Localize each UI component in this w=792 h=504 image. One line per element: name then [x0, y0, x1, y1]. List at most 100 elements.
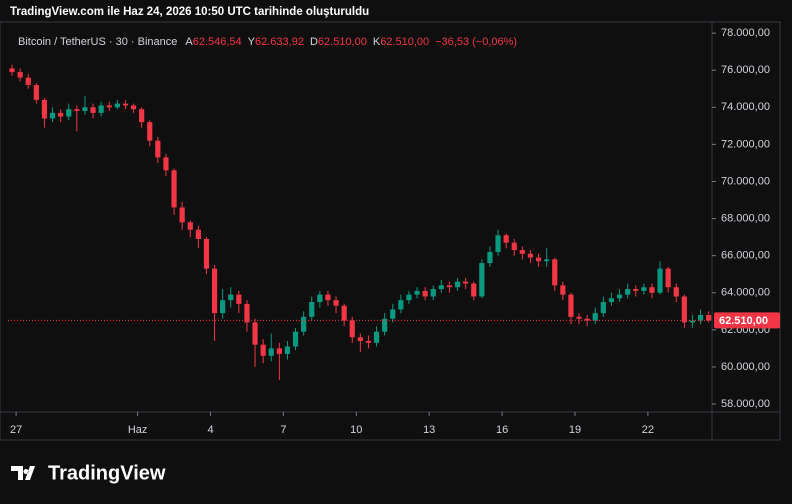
candle-body [155, 140, 161, 158]
candle-body [284, 346, 291, 354]
candle-body [292, 331, 299, 347]
candle-body [114, 103, 120, 108]
candle-body [527, 253, 534, 258]
candle-body [438, 285, 444, 290]
candle-body [373, 331, 380, 343]
candle-body [260, 344, 266, 356]
candle-body [33, 85, 39, 100]
candle-body [49, 112, 56, 119]
candle-body [544, 259, 550, 262]
candle-body [203, 238, 210, 269]
candle-body [689, 320, 696, 323]
candle-body [446, 285, 453, 288]
candle-body [616, 294, 623, 299]
x-tick-label: 13 [423, 424, 435, 436]
candle-body [9, 68, 15, 73]
candle-body [398, 300, 404, 310]
ohlc-value: 62.510,00 [318, 36, 367, 48]
candle-body [220, 300, 226, 314]
ohlc-key: Y [248, 36, 256, 48]
candle-body [244, 303, 250, 323]
candle-body [641, 287, 647, 291]
candle-body [317, 294, 323, 303]
candle-body [17, 72, 23, 78]
candle-body [560, 285, 566, 295]
logo-icon [11, 466, 35, 480]
y-tick-label: 72.000,00 [721, 138, 770, 150]
candles [9, 64, 712, 380]
candle-body [600, 302, 606, 314]
candle-body [163, 157, 169, 171]
candle-body [511, 242, 517, 251]
candle-body [382, 318, 388, 332]
candle-body [552, 259, 558, 286]
candle-body [471, 283, 477, 297]
candle-body [665, 268, 671, 288]
y-tick-label: 68.000,00 [721, 212, 770, 224]
ohlc-key: A [185, 36, 193, 48]
x-tick-label: 4 [207, 424, 213, 436]
symbol: Bitcoin / TetherUS · 30 · Binance [18, 36, 177, 48]
candle-body [592, 313, 598, 321]
candle-body [106, 105, 112, 108]
candle-body [147, 122, 153, 141]
candle-body [390, 309, 396, 319]
candle-body [430, 289, 436, 297]
last-price-label: 62.510,00 [719, 315, 768, 327]
candle-body [276, 348, 282, 354]
y-tick-label: 76.000,00 [721, 64, 770, 76]
candle-body [487, 251, 493, 264]
candle-body [365, 340, 372, 343]
candle-body [463, 281, 469, 284]
x-tick-label: Haz [128, 424, 148, 436]
caption: TradingView.com ile Haz 24, 2026 10:50 U… [10, 6, 369, 18]
candle-body [228, 294, 234, 301]
candle-body [74, 109, 80, 112]
x-tick-label: 7 [280, 424, 286, 436]
candle-body [503, 235, 509, 243]
candle-body [66, 109, 72, 117]
candle-body [325, 294, 331, 301]
logo-text: TradingView [48, 462, 166, 484]
chart-frame [0, 21, 781, 441]
x-tick-label: 10 [350, 424, 362, 436]
candle-body [697, 315, 704, 321]
candle-body [179, 207, 185, 223]
ohlc-value: 62.510,00 [380, 36, 429, 48]
candle-body [252, 322, 258, 345]
legend-line: Bitcoin / TetherUS · 30 · Binance A62.546… [18, 36, 517, 48]
candle-body [211, 268, 218, 314]
candle-body [301, 316, 307, 332]
x-tick-label: 27 [10, 424, 22, 436]
candle-body [681, 296, 687, 323]
y-tick-label: 78.000,00 [721, 27, 770, 39]
candle-body [58, 112, 64, 117]
ohlc-key: D [310, 36, 318, 48]
candle-body [495, 235, 501, 252]
candle-body [357, 337, 363, 341]
ohlc-value: 62.633,92 [255, 36, 304, 48]
logo: TradingView [11, 462, 166, 484]
candle-body [349, 320, 355, 338]
candle-body [657, 268, 663, 293]
candle-body [187, 222, 193, 230]
candle-body [139, 109, 145, 123]
candle-body [479, 263, 485, 297]
y-tick-label: 64.000,00 [721, 287, 770, 299]
candle-body [454, 281, 461, 288]
candle-body [673, 287, 679, 297]
candle-body [706, 315, 712, 321]
y-tick-label: 74.000,00 [721, 101, 770, 113]
x-tick-label: 19 [569, 424, 581, 436]
candle-body [584, 318, 590, 321]
y-tick-label: 58.000,00 [721, 398, 770, 410]
candle-body [625, 289, 631, 295]
candle-body [309, 302, 315, 317]
candle-body [236, 294, 242, 304]
candle-body [130, 105, 137, 110]
candle-body [268, 348, 274, 356]
candle-body [171, 170, 177, 208]
candle-body [41, 99, 48, 119]
